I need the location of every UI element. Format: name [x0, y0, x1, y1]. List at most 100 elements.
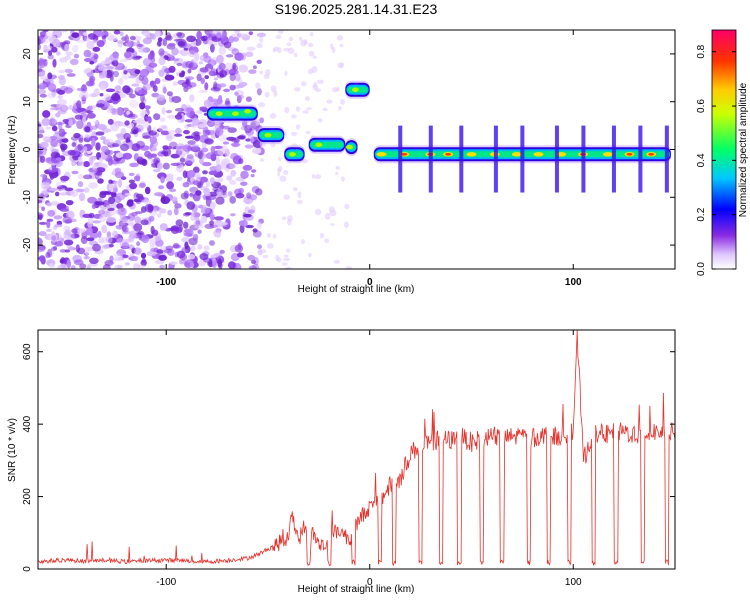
- noise-speck: [52, 38, 61, 48]
- noise-speck: [251, 169, 257, 173]
- noise-speck: [85, 110, 94, 114]
- noise-speck: [124, 34, 129, 44]
- noise-speck: [54, 241, 64, 247]
- noise-speck: [187, 170, 196, 179]
- noise-speck: [336, 35, 344, 41]
- noise-speck: [223, 41, 232, 49]
- noise-speck: [89, 93, 99, 98]
- noise-speck: [77, 143, 84, 151]
- noise-speck: [180, 49, 189, 57]
- noise-speck: [99, 93, 104, 97]
- noise-speck: [322, 107, 328, 112]
- colorbar-tick-label: 0.2: [696, 207, 707, 221]
- noise-speck: [170, 162, 181, 166]
- noise-speck: [97, 124, 107, 130]
- noise-speck: [64, 55, 71, 60]
- snr-marks: [38, 330, 675, 567]
- noise-speck: [294, 87, 301, 92]
- noise-speck: [130, 255, 139, 262]
- noise-speck: [107, 105, 114, 111]
- noise-speck: [98, 209, 105, 215]
- noise-speck: [121, 242, 130, 249]
- noise-speck: [108, 150, 114, 155]
- noise-speck: [64, 68, 72, 73]
- noise-speck: [87, 221, 93, 228]
- noise-speck: [283, 170, 289, 175]
- noise-speck: [204, 75, 209, 80]
- noise-speck: [141, 234, 150, 244]
- noise-speck: [63, 239, 74, 246]
- noise-speck: [221, 145, 228, 152]
- noise-speck: [277, 47, 282, 54]
- noise-speck: [175, 219, 184, 227]
- noise-speck: [66, 73, 76, 77]
- noise-speck: [147, 204, 154, 212]
- noise-speck: [290, 131, 298, 136]
- noise-speck: [78, 137, 84, 143]
- noise-speck: [154, 30, 161, 38]
- noise-speck: [47, 210, 56, 217]
- x-tick-label: 0: [367, 577, 373, 588]
- ridge-hotspot: [351, 87, 359, 92]
- noise-speck: [43, 45, 53, 52]
- noise-speck: [218, 134, 228, 142]
- noise-speck: [174, 206, 179, 216]
- noise-speck: [305, 130, 311, 135]
- noise-speck: [245, 224, 254, 229]
- noise-speck: [295, 106, 301, 112]
- noise-speck: [255, 119, 261, 126]
- x-tick-label: -100: [156, 277, 176, 288]
- noise-speck: [214, 252, 223, 257]
- noise-speck: [144, 105, 151, 110]
- noise-speck: [165, 110, 172, 114]
- noise-speck: [122, 152, 133, 160]
- ridge-spike: [554, 125, 559, 193]
- noise-speck: [248, 31, 253, 36]
- noise-speck: [57, 95, 63, 99]
- noise-speck: [129, 162, 139, 168]
- noise-speck: [156, 94, 166, 101]
- noise-speck: [186, 35, 197, 43]
- noise-speck: [83, 161, 90, 168]
- noise-speck: [178, 145, 188, 150]
- noise-speck: [192, 192, 201, 202]
- ridge-spike: [459, 125, 464, 193]
- noise-speck: [158, 208, 167, 214]
- colorbar-label: Normalized spectral amplitude: [738, 82, 749, 217]
- noise-speck: [190, 59, 195, 67]
- noise-speck: [99, 214, 106, 223]
- noise-speck: [199, 253, 209, 261]
- noise-speck: [100, 83, 106, 91]
- noise-speck: [38, 204, 42, 209]
- noise-speck: [166, 114, 177, 119]
- noise-speck: [72, 44, 79, 53]
- noise-speck: [286, 42, 292, 47]
- noise-speck: [238, 187, 244, 194]
- noise-speck: [309, 31, 314, 37]
- y-tick-label: 0: [22, 566, 33, 572]
- noise-speck: [245, 51, 254, 58]
- noise-speck: [104, 69, 115, 76]
- noise-speck: [187, 145, 192, 151]
- noise-speck: [84, 126, 91, 133]
- noise-speck: [218, 262, 223, 269]
- noise-speck: [58, 69, 65, 74]
- noise-speck: [340, 99, 345, 105]
- noise-speck: [281, 262, 288, 266]
- noise-speck: [248, 265, 257, 269]
- noise-speck: [208, 258, 213, 268]
- noise-speck: [204, 192, 211, 197]
- noise-speck: [73, 53, 80, 59]
- noise-speck: [218, 70, 228, 78]
- noise-speck: [169, 261, 178, 265]
- noise-speck: [183, 190, 189, 199]
- noise-speck: [87, 33, 97, 40]
- noise-speck: [113, 187, 118, 193]
- noise-speck: [210, 43, 215, 53]
- noise-speck: [344, 203, 350, 210]
- noise-speck: [176, 176, 183, 182]
- noise-speck: [137, 90, 148, 95]
- noise-speck: [132, 55, 141, 61]
- noise-speck: [105, 88, 116, 93]
- noise-speck: [246, 46, 256, 51]
